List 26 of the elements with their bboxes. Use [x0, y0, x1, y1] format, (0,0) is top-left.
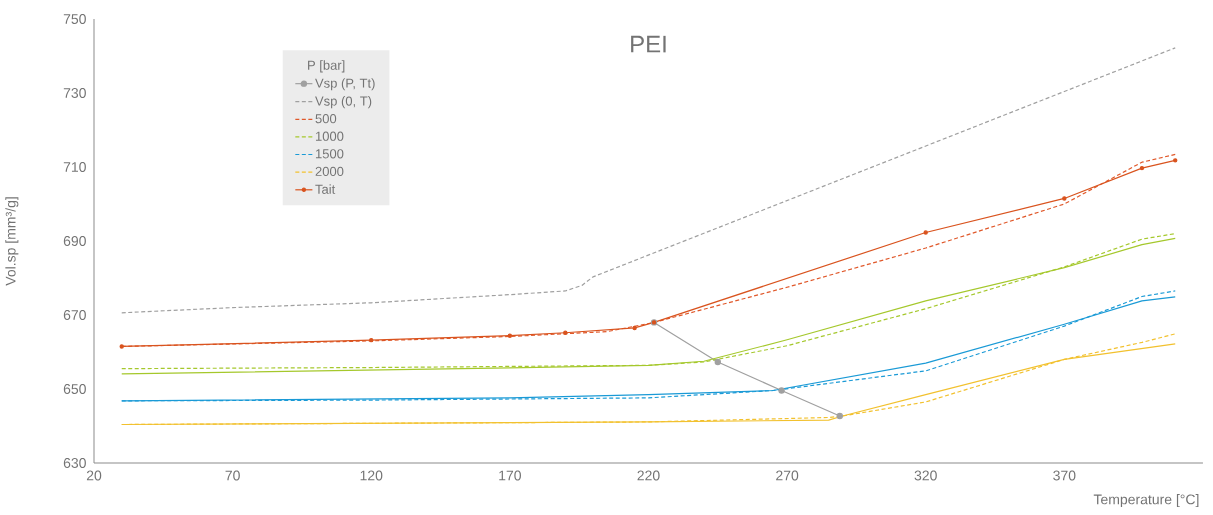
x-tick-label: 220: [637, 470, 660, 481]
x-tick-label: 70: [225, 470, 240, 481]
y-tick-label: 710: [63, 162, 86, 172]
legend-label: 500: [315, 114, 337, 124]
x-tick-label: 120: [360, 470, 383, 481]
legend-title: P [bar]: [308, 60, 345, 73]
legend-label: Tait: [315, 184, 336, 194]
y-tick-label: 730: [63, 88, 86, 98]
x-tick-label: 270: [776, 470, 799, 481]
legend-label: 2000: [315, 166, 344, 176]
x-tick-label: 170: [499, 470, 521, 481]
y-tick-label: 750: [63, 14, 86, 24]
x-tick-label: 320: [914, 470, 937, 481]
y-tick-label: 690: [63, 236, 86, 246]
y-tick-label: 630: [63, 458, 86, 468]
x-tick-label: 20: [86, 470, 102, 481]
legend-label: Vsp (P, Tt): [315, 78, 375, 91]
x-tick-label: 370: [1053, 470, 1076, 481]
y-tick-label: 670: [63, 310, 86, 320]
legend-label: 1000: [315, 131, 344, 141]
y-tick-label: 650: [63, 384, 86, 394]
x-axis-title: Temperature [°C]: [1093, 494, 1199, 508]
text: PEI: [631, 35, 666, 53]
legend-label: Vsp (0, T): [315, 96, 372, 109]
legend-label: 1500: [315, 149, 344, 159]
y-axis-title: Vol.sp [mm³/g]: [5, 197, 19, 286]
